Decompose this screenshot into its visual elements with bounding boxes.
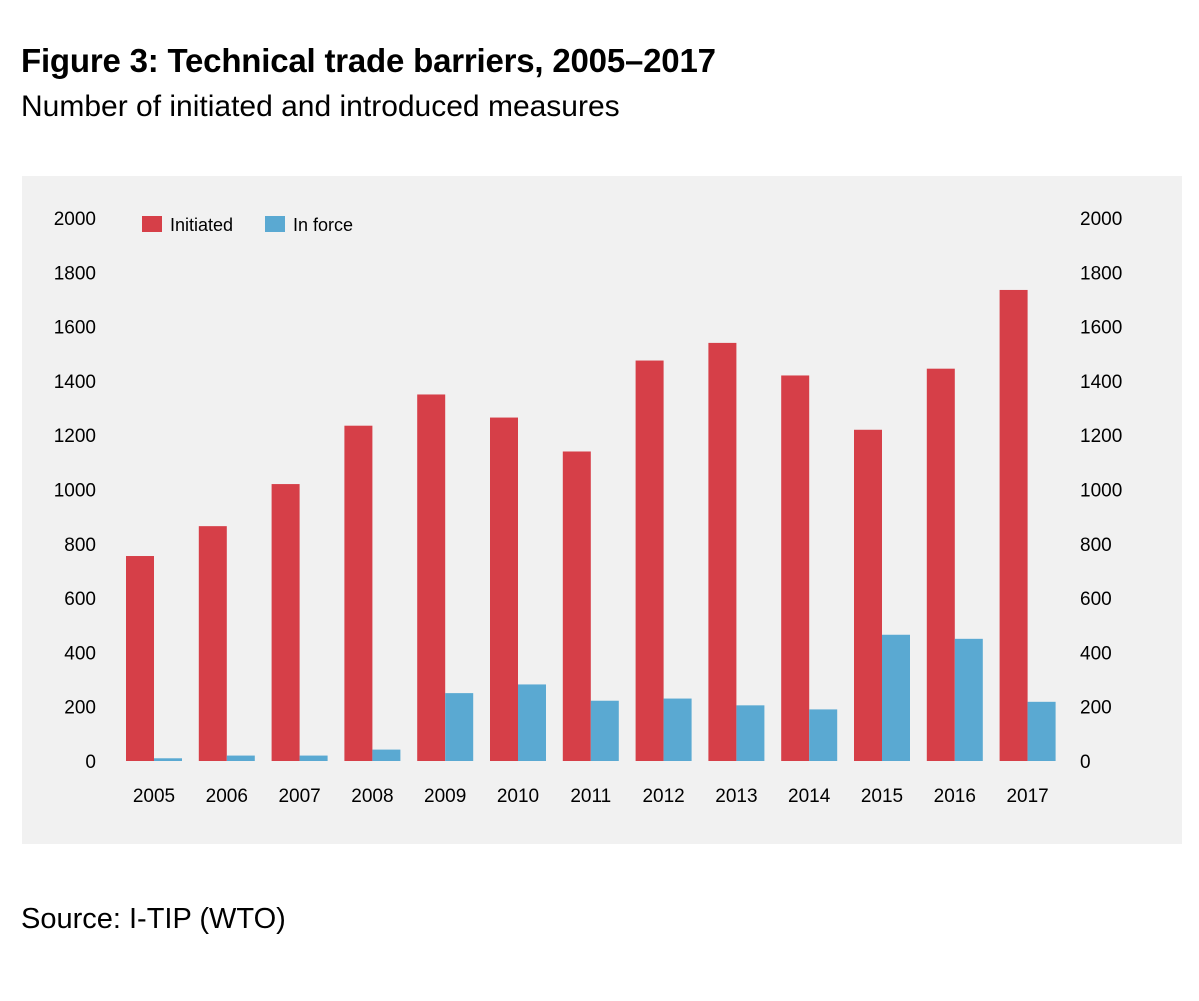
y-tick-label-right: 600: [1080, 589, 1112, 610]
bar-in-force-2005: [154, 758, 182, 761]
y-tick-label-right: 400: [1080, 643, 1112, 664]
x-tick-label: 2011: [570, 786, 611, 807]
y-tick-label-left: 800: [64, 535, 96, 556]
bar-initiated-2015: [854, 429, 882, 761]
y-tick-label-left: 1800: [54, 263, 96, 284]
bar-in-force-2011: [590, 700, 619, 761]
y-tick-label-left: 600: [64, 589, 96, 610]
x-axis: 2005 2006 2007 2008 2009 2010 2011 2012 2013 2014…: [133, 786, 1049, 807]
y-tick-label-right: 1400: [1080, 372, 1122, 393]
bar-initiated-2017: [999, 289, 1028, 761]
bar-initiated-2016: [926, 368, 955, 761]
bar-initiated-2012: [635, 360, 664, 761]
bar-in-force-2013: [736, 705, 765, 761]
bar-initiated-2006: [198, 526, 227, 761]
chart-panel: 0 200 400 600 800 1000 1200 1400 1600 1800 2000 0 2…: [22, 176, 1182, 844]
y-tick-label-right: 200: [1080, 698, 1112, 719]
y-tick-label-right: 1000: [1080, 481, 1122, 502]
y-tick-label-left: 0: [85, 752, 96, 773]
legend-label-in-force: In force: [293, 215, 353, 235]
y-tick-label-left: 200: [64, 698, 96, 719]
bar-in-force-2006: [226, 755, 255, 761]
y-tick-label-right: 0: [1080, 752, 1091, 773]
y-axis-left: 0 200 400 600 800 1000 1200 1400 1600 1800 2000: [54, 209, 96, 773]
bar-initiated-2007: [271, 484, 300, 761]
x-tick-label: 2005: [133, 786, 175, 807]
bar-in-force-2009: [445, 693, 474, 761]
x-tick-label: 2009: [424, 786, 466, 807]
bar-initiated-2013: [708, 342, 737, 761]
x-tick-label: 2007: [278, 786, 320, 807]
bar-initiated-2008: [344, 425, 373, 761]
legend: Initiated In force: [142, 215, 353, 235]
y-tick-label-left: 1400: [54, 372, 96, 393]
bar-in-force-2016: [954, 638, 983, 761]
bar-in-force-2007: [299, 755, 328, 761]
y-tick-label-right: 1800: [1080, 263, 1122, 284]
x-tick-label: 2010: [497, 786, 539, 807]
bar-in-force-2012: [663, 698, 692, 761]
source-note: Source: I-TIP (WTO): [21, 903, 286, 935]
bar-in-force-2015: [882, 634, 910, 761]
bar-chart: 0 200 400 600 800 1000 1200 1400 1600 1800 2000 0 2…: [54, 209, 1123, 807]
bar-initiated-2014: [781, 375, 810, 761]
bar-initiated-2010: [490, 417, 518, 761]
figure-subtitle: Number of initiated and introduced measu…: [21, 90, 620, 123]
bar-initiated-2009: [417, 394, 446, 761]
y-tick-label-right: 1200: [1080, 426, 1122, 447]
y-axis-right: 0 200 400 600 800 1000 1200 1400 1600 1800 2000: [1080, 209, 1122, 773]
y-tick-label-left: 2000: [54, 209, 96, 230]
legend-label-initiated: Initiated: [170, 215, 233, 235]
bar-in-force-2014: [809, 709, 838, 761]
bar-initiated-2005: [126, 556, 154, 761]
x-tick-label: 2016: [934, 786, 976, 807]
x-tick-label: 2008: [351, 786, 393, 807]
bars-group: [126, 289, 1056, 761]
y-tick-label-right: 800: [1080, 535, 1112, 556]
bar-initiated-2011: [562, 451, 591, 761]
bar-in-force-2017: [1027, 701, 1056, 761]
x-tick-label: 2014: [788, 786, 831, 807]
x-tick-label: 2013: [715, 786, 757, 807]
x-tick-label: 2012: [642, 786, 684, 807]
y-tick-label-right: 1600: [1080, 318, 1122, 339]
x-tick-label: 2006: [206, 786, 248, 807]
x-tick-label: 2017: [1006, 786, 1048, 807]
bar-in-force-2010: [518, 684, 546, 761]
x-tick-label: 2015: [861, 786, 903, 807]
legend-swatch-initiated: [142, 216, 162, 232]
legend-swatch-in-force: [265, 216, 285, 232]
y-tick-label-right: 2000: [1080, 209, 1122, 230]
y-tick-label-left: 400: [64, 643, 96, 664]
y-tick-label-left: 1200: [54, 426, 96, 447]
y-tick-label-left: 1600: [54, 318, 96, 339]
figure-title: Figure 3: Technical trade barriers, 2005…: [21, 42, 716, 79]
y-tick-label-left: 1000: [54, 481, 96, 502]
bar-in-force-2008: [372, 749, 401, 761]
